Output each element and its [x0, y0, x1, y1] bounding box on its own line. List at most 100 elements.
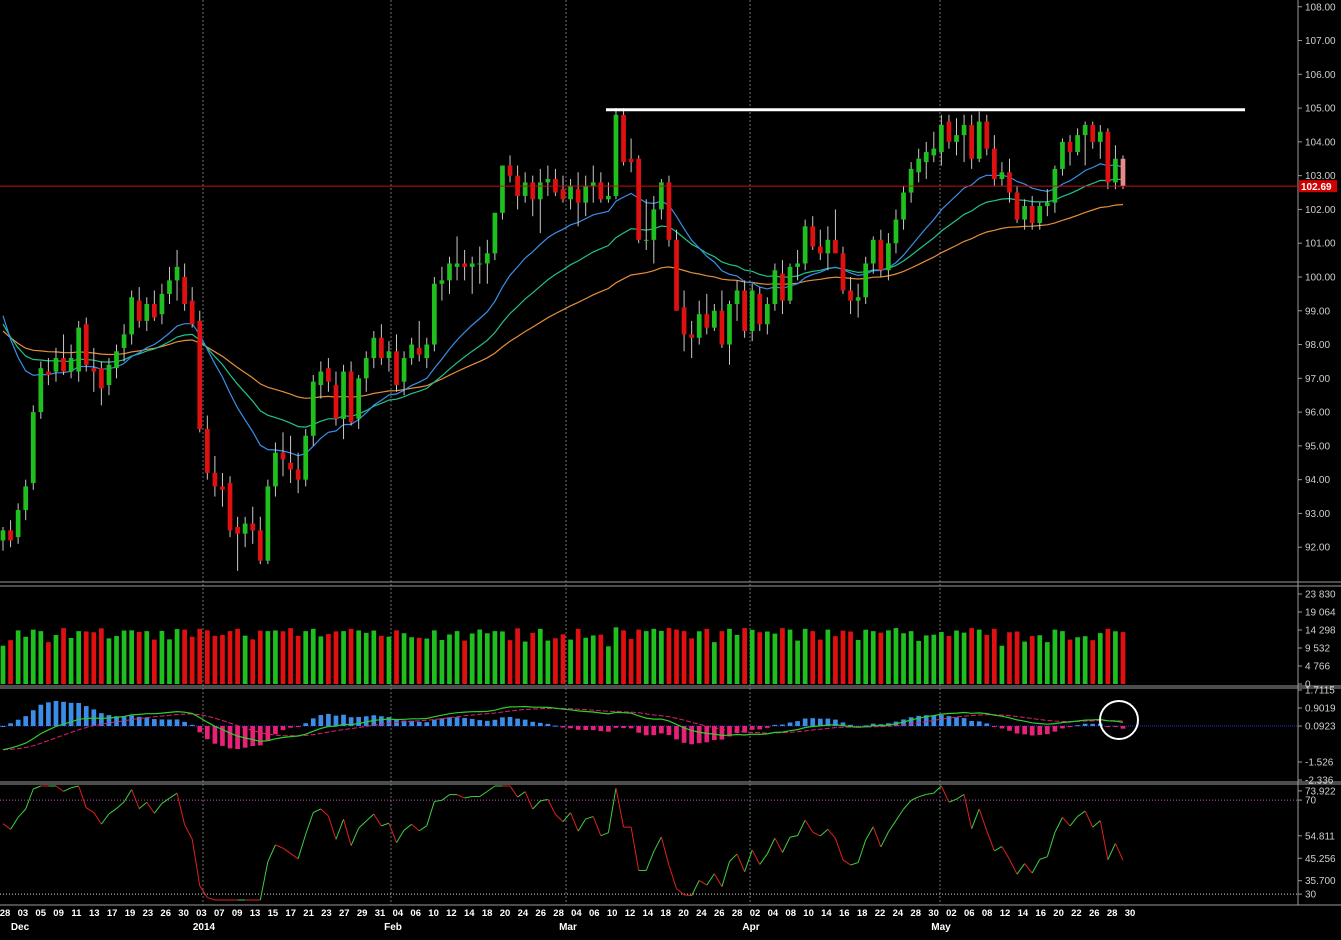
- rsi-segment: [562, 812, 571, 823]
- volume-bar: [545, 640, 551, 684]
- macd-histogram-bar: [590, 726, 596, 731]
- macd-histogram-bar: [855, 726, 861, 728]
- macd-histogram-bar: [916, 715, 922, 727]
- macd-histogram-bar: [227, 726, 233, 749]
- volume-bar: [568, 639, 573, 684]
- volume-bar: [817, 639, 823, 684]
- volume-bar: [530, 632, 536, 684]
- volume-tick-label: 23 830: [1305, 590, 1336, 601]
- candle-body: [560, 189, 566, 200]
- rsi-segment: [305, 812, 314, 835]
- price-tick-label: 106.00: [1305, 70, 1336, 81]
- date-label: 03: [196, 908, 207, 919]
- volume-bar: [878, 632, 884, 684]
- volume-bar: [999, 645, 1005, 684]
- candle-body: [53, 358, 59, 372]
- macd-histogram-bar: [106, 715, 112, 727]
- rsi-segment: [388, 822, 397, 843]
- macd-histogram-bar: [492, 719, 498, 727]
- candle-body: [189, 300, 195, 325]
- candle-body: [840, 253, 846, 291]
- candle-body: [984, 121, 990, 149]
- rsi-segment: [910, 796, 919, 801]
- rsi-segment: [615, 787, 625, 828]
- macd-histogram-bar: [946, 716, 952, 727]
- rsi-segment: [161, 797, 170, 804]
- date-label: 18: [660, 908, 671, 919]
- macd-histogram-bar: [810, 718, 816, 727]
- volume-bar: [220, 635, 225, 684]
- volume-bar: [1120, 632, 1126, 684]
- candle-body: [76, 327, 82, 372]
- volume-bar: [83, 631, 89, 684]
- candle-body: [939, 124, 944, 153]
- month-label: May: [931, 922, 951, 933]
- volume-bar: [848, 631, 853, 684]
- date-label: 26: [714, 908, 725, 919]
- rsi-segment: [2, 823, 11, 830]
- rsi-segment: [1084, 810, 1094, 828]
- volume-bar: [114, 636, 119, 684]
- date-label: 30: [1125, 908, 1136, 919]
- rsi-segment: [85, 807, 95, 813]
- candle-body: [250, 523, 256, 531]
- macd-histogram-bar: [333, 715, 339, 727]
- macd-histogram-bar: [537, 722, 543, 727]
- volume-bar: [46, 642, 51, 684]
- candle-body: [590, 182, 596, 186]
- macd-histogram-bar: [659, 726, 664, 734]
- rsi-segment: [956, 794, 965, 800]
- macd-histogram-bar: [954, 717, 959, 727]
- volume-bar: [1097, 633, 1103, 684]
- volume-bar: [318, 636, 324, 684]
- rsi-segment: [116, 801, 125, 809]
- volume-bar: [152, 639, 157, 684]
- rsi-segment: [17, 808, 27, 818]
- volume-bar: [810, 631, 816, 684]
- rsi-segment: [865, 826, 874, 841]
- candle-body: [379, 337, 384, 359]
- volume-bar: [606, 646, 611, 684]
- rsi-segment: [320, 808, 329, 817]
- date-label: 30: [178, 908, 189, 919]
- rsi-segment: [994, 846, 1003, 852]
- macd-histogram-bar: [825, 718, 831, 727]
- candle-body: [68, 358, 74, 372]
- date-label: 04: [768, 908, 779, 919]
- macd-histogram-bar: [976, 721, 982, 727]
- macd-histogram-bar: [8, 723, 13, 727]
- candle-body: [61, 358, 66, 372]
- macd-histogram-bar: [923, 715, 929, 727]
- macd-histogram-bar: [280, 726, 286, 731]
- volume-bar: [1067, 639, 1073, 684]
- rsi-segment: [978, 808, 988, 831]
- candle-body: [878, 239, 884, 271]
- macd-histogram-bar: [1052, 726, 1058, 732]
- rsi-segment: [199, 885, 208, 898]
- candle-body: [152, 304, 157, 318]
- rsi-segment: [940, 785, 950, 803]
- candle-body: [886, 243, 891, 271]
- date-label: 18: [482, 908, 493, 919]
- volume-bar: [969, 628, 974, 684]
- rsi-tick-label: 70: [1305, 796, 1317, 807]
- candle-body: [651, 209, 657, 240]
- rsi-segment: [592, 816, 602, 836]
- macd-histogram-bar: [1014, 726, 1020, 734]
- macd-histogram-bar: [83, 706, 89, 727]
- candle-body: [8, 530, 13, 541]
- macd-histogram-bar: [454, 717, 460, 727]
- macd-tick-label: 0.0923: [1305, 722, 1336, 733]
- candle-body: [99, 368, 104, 389]
- macd-histogram-bar: [992, 726, 997, 728]
- macd-histogram-bar: [23, 716, 29, 727]
- macd-histogram-bar: [68, 702, 74, 727]
- candle-body: [159, 293, 165, 315]
- macd-tick-label: 1.7115: [1305, 686, 1335, 697]
- volume-bar: [689, 638, 694, 684]
- candle-body: [401, 358, 407, 382]
- candle-body: [583, 185, 589, 203]
- volume-bar: [257, 630, 263, 684]
- date-label: 14: [464, 908, 475, 919]
